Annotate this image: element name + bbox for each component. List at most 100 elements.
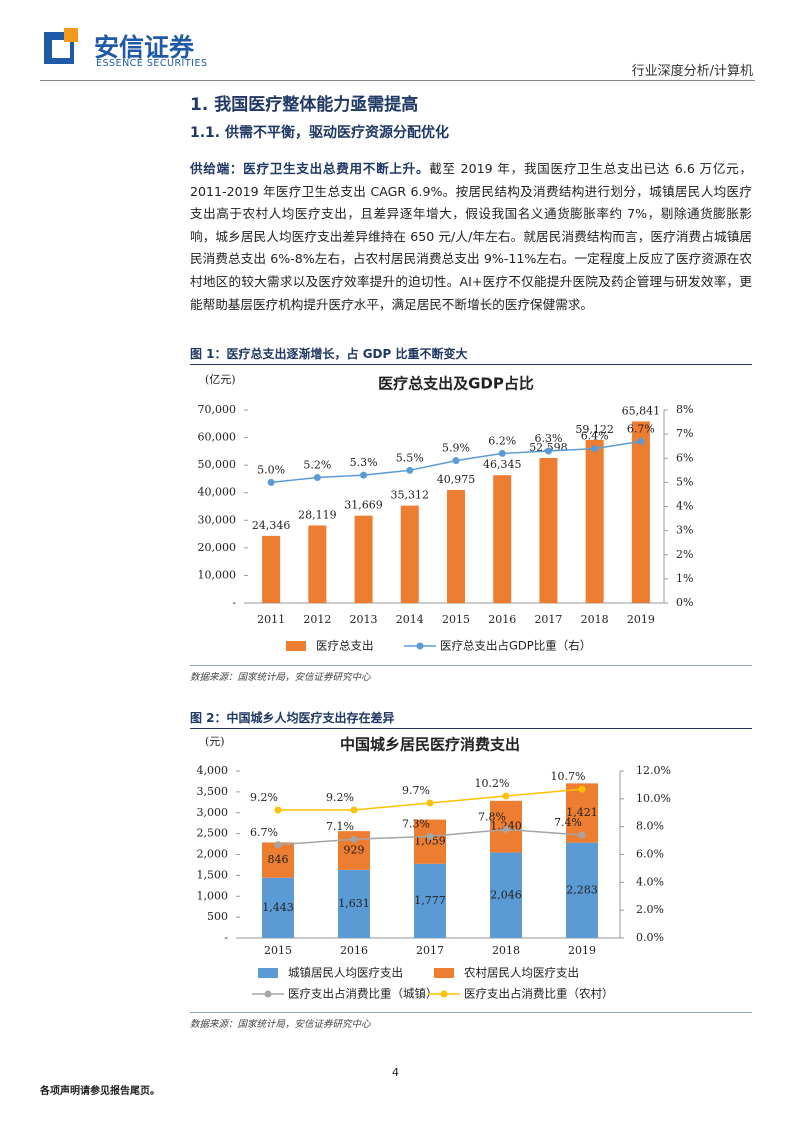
line-label: 5.2% [303,459,331,472]
line-label: 6.2% [488,434,516,447]
x-tick-label: 2012 [303,613,331,626]
line-label: 9.2% [250,791,278,804]
bar [262,842,294,878]
legend-dot [264,990,272,998]
legend-swatch [258,968,278,978]
bar-label: 1,777 [414,894,446,907]
line-label: 7.3% [402,817,430,830]
y-tick-label: 1,000 [197,889,229,902]
line-point [267,478,275,486]
line-label: 5.9% [442,442,470,455]
y-tick-label: 2,000 [197,848,229,861]
bar [490,852,522,938]
line-label: 6.4% [581,430,609,443]
x-tick-label: 2019 [627,613,655,626]
bar-label: 59,122 [575,423,614,436]
logo-icon [44,28,78,64]
chart-title: 中国城乡居民医疗消费支出 [340,736,520,754]
y2-tick-label: 4.0% [636,875,664,888]
bar [585,439,604,603]
bar-label: 65,841 [622,404,661,417]
x-tick-label: 2019 [568,944,596,957]
line-label: 6.3% [534,432,562,445]
y-axis-unit: (亿元) [205,373,236,386]
legend-label: 城镇居民人均医疗支出 [288,966,403,980]
y-tick-label: 30,000 [198,513,237,526]
figure-source: 数据来源：国家统计局，安信证券研究中心 [190,672,371,683]
y-tick-label: 70,000 [198,403,237,416]
line-label: 5.0% [257,463,285,476]
logo-cn: 安信证券 [94,33,195,62]
line-label: 9.7% [402,784,430,797]
line-label: 10.7% [551,770,586,783]
x-tick-label: 2016 [340,944,368,957]
bar [414,863,446,938]
y2-tick-label: 2% [676,548,693,561]
line-point [502,792,510,800]
legend-swatch [434,968,454,978]
line-label: 5.3% [350,456,378,469]
subheading: 1.1. 供需不平衡，驱动医疗资源分配优化 [190,125,449,141]
line-point [274,806,282,814]
paragraph-text: 截至 2019 年，我国医疗卫生总支出已达 6.6 万亿元，2011-2019 … [190,161,753,312]
legend-swatch [286,641,306,651]
line-label: 7.8% [478,810,506,823]
bar-label: 2,283 [566,883,598,896]
bar-label: 1,059 [414,835,446,848]
line-point [637,437,645,445]
line-label: 6.7% [250,826,278,839]
legend-label: 医疗支出占消费比重（农村） [464,987,614,1001]
legend-label: 医疗总支出占GDP比重（右） [440,639,591,653]
line-point [426,832,434,840]
bar-label: 46,345 [483,458,522,471]
bar-label: 846 [268,853,289,866]
bar-label: 929 [344,844,365,857]
line-point [591,445,599,453]
line-point [274,841,282,849]
bar [400,505,419,603]
line-point [452,457,460,465]
figure-caption: 图 2：中国城乡人均医疗支出存在差异 [190,711,395,725]
line-point [426,799,434,807]
bar [566,842,598,938]
y2-tick-label: 0.0% [636,931,664,944]
y-tick-label: 4,000 [197,764,229,777]
y-tick-label: 3,500 [197,785,229,798]
x-tick-label: 2018 [492,944,520,957]
x-tick-label: 2013 [350,613,378,626]
source-rule [190,665,752,666]
y2-tick-label: 4% [676,500,693,513]
x-tick-label: 2011 [257,613,285,626]
line-point [578,785,586,793]
line-point [406,466,414,474]
line-point [350,806,358,814]
bar [447,490,465,603]
chart: 医疗总支出及GDP占比 (亿元) - 10,000 20,000 30,000 40,000… [198,373,694,653]
chart: 中国城乡居民医疗消费支出 (元) - 500 1,000 1,500 2,000 2,500 3… [197,735,671,1001]
bar [631,421,650,603]
y2-tick-label: 7% [676,427,693,440]
y-tick-label: 2,500 [197,827,229,840]
report-category: 行业深度分析/计算机 [631,64,753,79]
x-tick-label: 2017 [534,613,562,626]
y-tick-label: - [232,596,236,609]
y2-tick-label: 3% [676,524,693,537]
caption-rule [190,728,752,729]
x-tick-label: 2016 [488,613,516,626]
line-label: 7.1% [326,820,354,833]
legend-label: 医疗支出占消费比重（城镇） [288,987,438,1001]
y2-tick-label: 10.0% [636,792,671,805]
header-rule [40,80,755,81]
bar [262,877,294,938]
figure-caption: 图 1：医疗总支出逐渐增长，占 GDP 比重不断变大 [190,347,468,361]
y-axis-unit: (元) [205,735,225,748]
bar-label: 24,346 [252,519,291,532]
y-tick-label: 10,000 [198,568,237,581]
bar [338,869,370,938]
bar-label: 1,421 [566,806,598,819]
bar-label: 31,669 [344,499,383,512]
bar [262,535,281,603]
bar-label: 1,631 [338,897,370,910]
figure-source: 数据来源：国家统计局，安信证券研究中心 [190,1019,371,1030]
